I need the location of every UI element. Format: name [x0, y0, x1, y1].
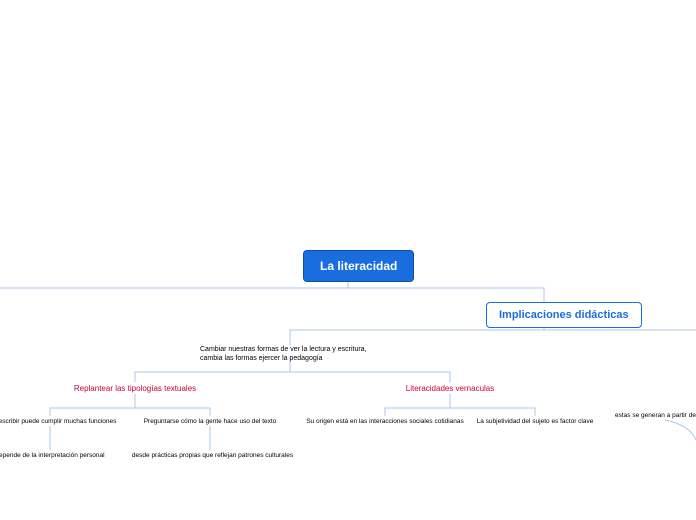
leaf-left-1-child-label: depende de la interpretación personal [0, 452, 105, 459]
leaf-left-2-child-label: desde prácticas propias que reflejan pat… [132, 452, 293, 459]
leaf-far-right-label: estas se generan a partir de [615, 412, 696, 419]
leaf-left-1-label: escribir puede cumplir muchas funciones [0, 418, 116, 425]
branch-left-label: Replantear las tipologías textuales [74, 384, 196, 393]
implication-node[interactable]: Implicaciones didácticas [486, 302, 642, 328]
subtext-node: Cambiar nuestras formas de ver la lectur… [200, 345, 370, 363]
branch-right[interactable]: Literacidades vernaculas [390, 384, 510, 393]
leaf-right-1-label: Su origen está en las interacciones soci… [306, 418, 464, 425]
leaf-left-1: escribir puede cumplir muchas funciones [0, 418, 135, 425]
leaf-right-2: La subjetividad del sujeto es factor cla… [470, 418, 600, 425]
leaf-left-1-child: depende de la interpretación personal [0, 452, 130, 459]
root-label: La literacidad [320, 259, 397, 273]
leaf-left-2-child: desde prácticas propias que reflejan pat… [125, 452, 300, 459]
leaf-far-right: estas se generan a partir de [615, 412, 696, 419]
leaf-left-2: Preguntarse cómo la gente hace uso del t… [140, 418, 280, 425]
branch-right-label: Literacidades vernaculas [406, 384, 495, 393]
leaf-right-2-label: La subjetividad del sujeto es factor cla… [477, 418, 594, 425]
branch-left[interactable]: Replantear las tipologías textuales [60, 384, 210, 393]
root-node[interactable]: La literacidad [303, 250, 414, 282]
subtext-line2: cambia las formas ejercer la pedagogía [200, 355, 323, 362]
leaf-left-2-label: Preguntarse cómo la gente hace uso del t… [144, 418, 277, 425]
subtext-line1: Cambiar nuestras formas de ver la lectur… [200, 346, 367, 353]
leaf-right-1: Su origen está en las interacciones soci… [305, 418, 465, 425]
implication-label: Implicaciones didácticas [499, 309, 629, 321]
